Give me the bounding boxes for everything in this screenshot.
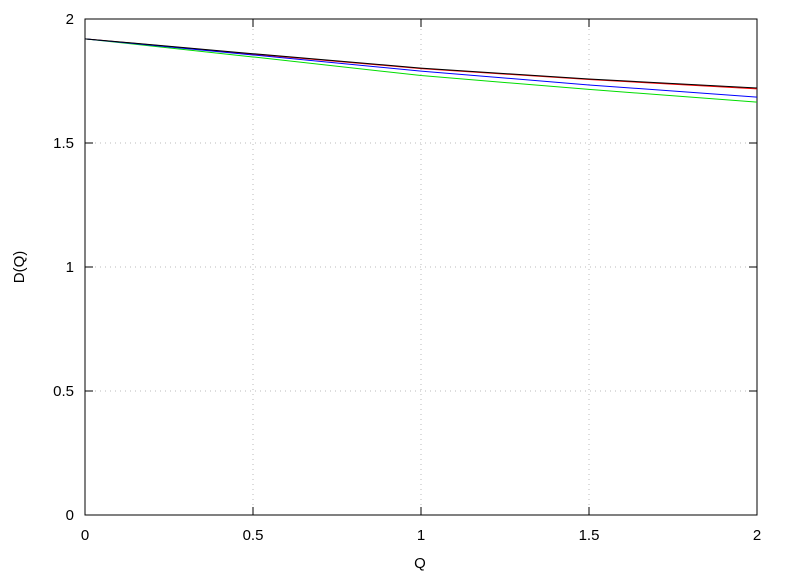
y-tick-label: 2 — [66, 11, 74, 28]
data-line — [84, 38, 758, 89]
x-tick-label: 0 — [81, 527, 89, 544]
y-tick-label: 1 — [66, 259, 74, 276]
y-tick-label: 0.5 — [53, 383, 74, 400]
x-tick-label: 2 — [753, 527, 761, 544]
y-tick-label: 0 — [66, 507, 74, 524]
plot-frame — [84, 18, 758, 516]
x-tick-label: 0.5 — [243, 527, 264, 544]
x-tick-label: 1.5 — [579, 527, 600, 544]
x-axis-label: Q — [414, 555, 426, 572]
x-tick-label: 1 — [417, 527, 425, 544]
data-line — [84, 38, 758, 103]
y-tick-label: 1.5 — [53, 135, 74, 152]
data-line — [84, 38, 758, 90]
data-line — [84, 38, 758, 98]
y-axis-label: D(Q) — [11, 251, 28, 284]
